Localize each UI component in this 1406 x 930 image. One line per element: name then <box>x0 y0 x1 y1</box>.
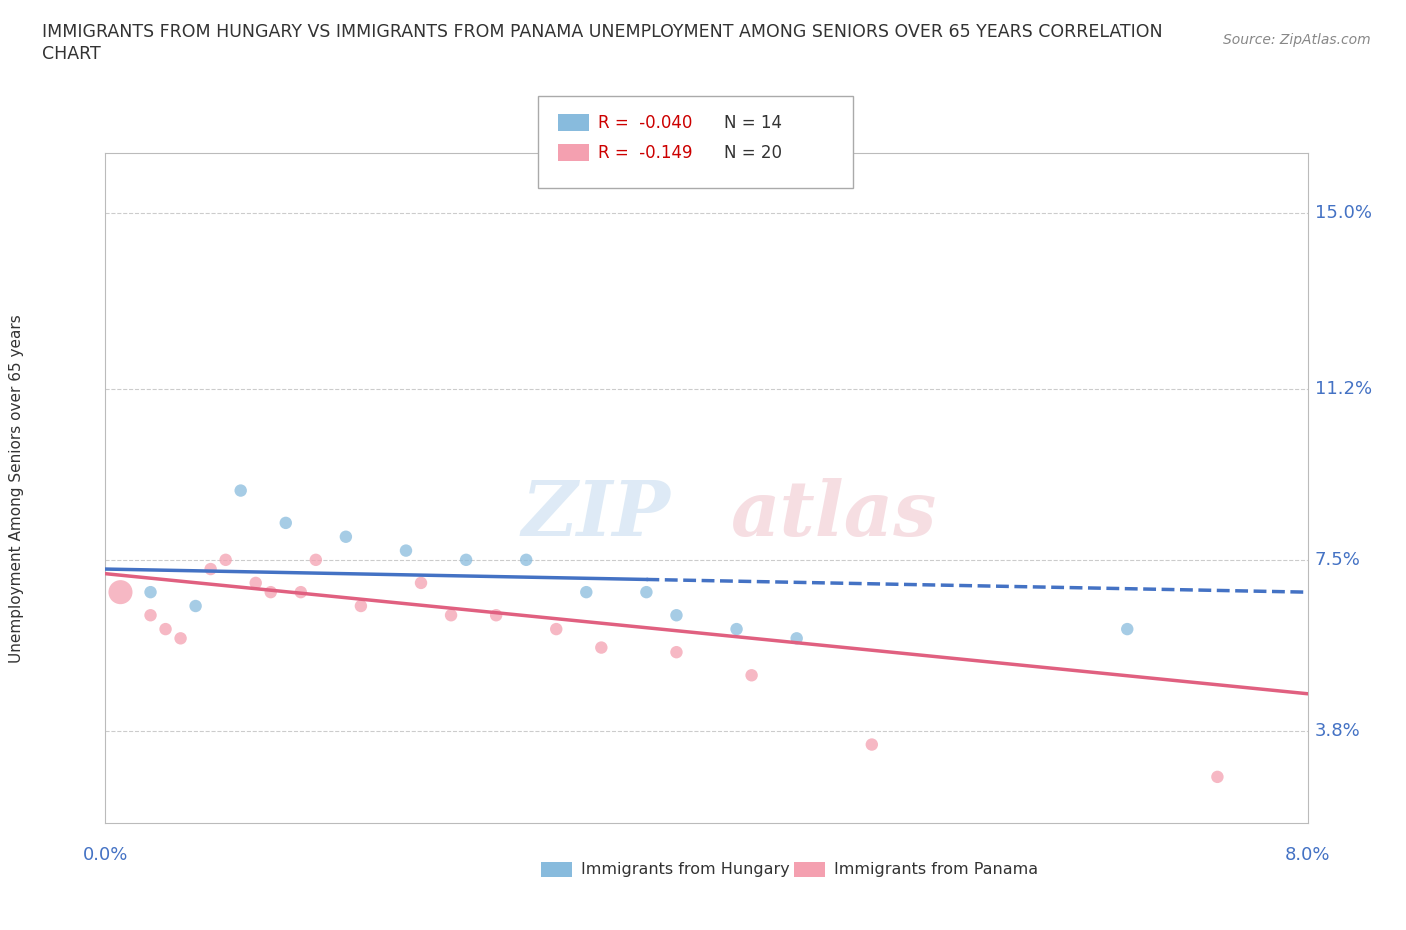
Point <box>636 585 658 600</box>
Point <box>110 585 132 600</box>
Text: ZIP: ZIP <box>522 478 671 552</box>
Point <box>169 631 191 645</box>
Text: 3.8%: 3.8% <box>1315 722 1361 739</box>
Text: Unemployment Among Seniors over 65 years: Unemployment Among Seniors over 65 years <box>10 314 24 662</box>
Point <box>274 515 297 530</box>
Point <box>139 585 162 600</box>
Point <box>591 640 613 655</box>
Point <box>515 552 537 567</box>
Text: R =  -0.149: R = -0.149 <box>598 143 692 162</box>
Text: 7.5%: 7.5% <box>1315 551 1361 569</box>
Text: N = 14: N = 14 <box>724 113 782 132</box>
Point <box>725 621 748 636</box>
Point <box>546 621 568 636</box>
Point <box>139 608 162 623</box>
Point <box>184 599 207 614</box>
Point <box>665 644 688 659</box>
Point <box>1206 769 1229 784</box>
Text: N = 20: N = 20 <box>724 143 782 162</box>
Text: atlas: atlas <box>731 478 936 552</box>
Point <box>395 543 418 558</box>
Point <box>860 737 883 752</box>
Point <box>335 529 357 544</box>
Text: IMMIGRANTS FROM HUNGARY VS IMMIGRANTS FROM PANAMA UNEMPLOYMENT AMONG SENIORS OVE: IMMIGRANTS FROM HUNGARY VS IMMIGRANTS FR… <box>42 23 1163 41</box>
Point <box>305 552 328 567</box>
Point <box>485 608 508 623</box>
Text: Immigrants from Hungary: Immigrants from Hungary <box>581 862 789 877</box>
Text: R =  -0.040: R = -0.040 <box>598 113 692 132</box>
Point <box>214 552 236 567</box>
Point <box>290 585 312 600</box>
Text: Immigrants from Panama: Immigrants from Panama <box>834 862 1038 877</box>
Point <box>229 483 252 498</box>
Point <box>741 668 763 683</box>
Point <box>245 576 267 591</box>
Text: CHART: CHART <box>42 45 101 62</box>
Point <box>454 552 477 567</box>
Point <box>155 621 177 636</box>
Text: 15.0%: 15.0% <box>1315 205 1372 222</box>
Point <box>350 599 373 614</box>
Point <box>1116 621 1139 636</box>
Point <box>200 562 222 577</box>
Point <box>409 576 432 591</box>
Point <box>440 608 463 623</box>
Text: 8.0%: 8.0% <box>1285 846 1330 864</box>
Point <box>260 585 283 600</box>
Point <box>665 608 688 623</box>
Text: 0.0%: 0.0% <box>83 846 128 864</box>
Point <box>786 631 808 645</box>
Point <box>575 585 598 600</box>
Text: 11.2%: 11.2% <box>1315 380 1372 398</box>
Text: Source: ZipAtlas.com: Source: ZipAtlas.com <box>1223 33 1371 46</box>
